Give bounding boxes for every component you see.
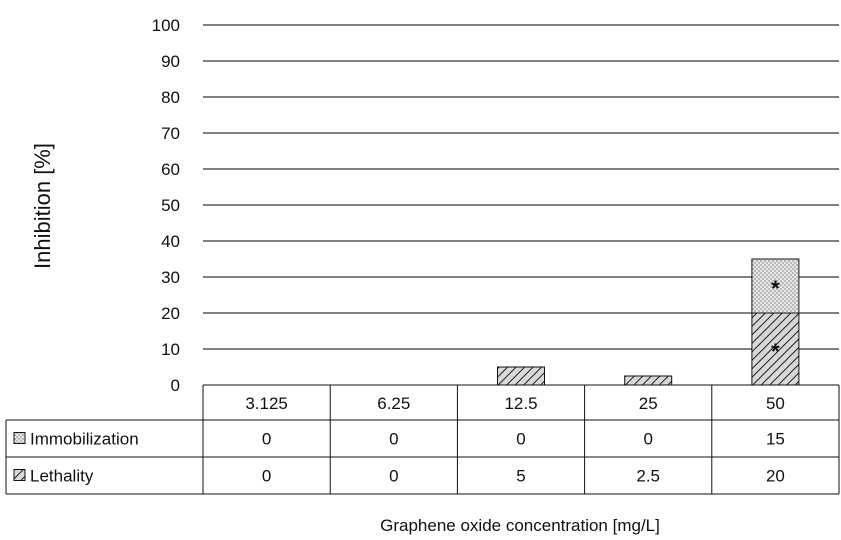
legend-label: Lethality <box>30 467 94 486</box>
x-tick-label: 50 <box>766 394 785 413</box>
x-tick-label: 25 <box>639 394 658 413</box>
y-tick-label: 80 <box>161 88 180 107</box>
y-tick-label: 30 <box>161 268 180 287</box>
y-tick-label: 10 <box>161 340 180 359</box>
y-tick-label: 0 <box>171 376 180 395</box>
data-value: 0 <box>389 467 398 486</box>
data-value: 0 <box>262 467 271 486</box>
y-tick-label: 20 <box>161 304 180 323</box>
bars: ** <box>497 258 800 386</box>
x-tick-label: 6.25 <box>377 394 410 413</box>
gridlines <box>203 24 839 350</box>
x-tick-label: 3.125 <box>245 394 288 413</box>
significance-marker: * <box>771 339 780 364</box>
x-axis-label: Graphene oxide concentration [mg/L] <box>380 516 660 535</box>
bar-segment <box>497 366 545 386</box>
y-tick-label: 50 <box>161 196 180 215</box>
y-axis-ticks: 0 10 20 30 40 50 60 70 80 90 100 <box>152 16 180 395</box>
y-tick-label: 70 <box>161 124 180 143</box>
data-value: 0 <box>516 430 525 449</box>
data-value: 2.5 <box>636 467 660 486</box>
legend-swatch <box>13 469 26 481</box>
bar-segment <box>751 258 800 314</box>
data-value: 0 <box>389 430 398 449</box>
data-value: 0 <box>643 430 652 449</box>
data-value: 15 <box>766 430 785 449</box>
data-value: 0 <box>262 430 271 449</box>
y-tick-label: 100 <box>152 16 180 35</box>
significance-marker: * <box>771 276 780 301</box>
y-tick-label: 60 <box>161 160 180 179</box>
data-value: 5 <box>516 467 525 486</box>
y-tick-label: 40 <box>161 232 180 251</box>
y-axis-label: Inhibition [%] <box>30 143 55 269</box>
bar-segment <box>624 375 673 386</box>
legend-label: Immobilization <box>30 430 139 449</box>
data-value: 20 <box>766 467 785 486</box>
x-tick-label: 12.5 <box>504 394 537 413</box>
legend-swatch <box>13 432 26 444</box>
y-tick-label: 90 <box>161 52 180 71</box>
